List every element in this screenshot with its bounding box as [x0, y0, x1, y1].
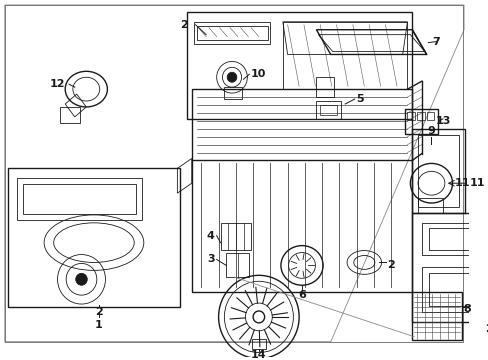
Text: 11: 11 — [453, 178, 469, 188]
Text: 13: 13 — [434, 116, 450, 126]
Text: 4: 4 — [206, 231, 214, 241]
Text: 5: 5 — [355, 94, 363, 104]
Ellipse shape — [76, 273, 87, 285]
Text: 10: 10 — [251, 69, 266, 79]
Text: 8: 8 — [462, 304, 470, 314]
Bar — [320, 105, 337, 115]
Text: 2: 2 — [484, 324, 488, 334]
Text: 2: 2 — [95, 307, 102, 317]
Text: 11: 11 — [469, 178, 484, 188]
Bar — [421, 223, 488, 255]
Bar — [416, 112, 424, 120]
Bar — [224, 87, 241, 99]
Bar — [61, 107, 80, 123]
Bar — [411, 213, 488, 322]
Bar — [411, 292, 461, 340]
Bar — [8, 168, 180, 307]
Bar — [427, 228, 488, 249]
Bar — [426, 112, 433, 120]
Bar — [404, 109, 437, 134]
Bar — [17, 178, 142, 220]
Text: 7: 7 — [431, 37, 439, 46]
Bar — [23, 184, 136, 214]
Bar — [252, 339, 265, 348]
Text: 2: 2 — [386, 260, 394, 270]
Bar — [407, 112, 414, 120]
Text: 12: 12 — [50, 79, 65, 89]
Text: 1: 1 — [95, 320, 102, 330]
Text: 6: 6 — [298, 290, 305, 300]
Text: 3: 3 — [207, 255, 214, 265]
Bar — [421, 267, 488, 312]
Ellipse shape — [227, 72, 236, 82]
Bar — [193, 22, 270, 44]
Bar — [427, 273, 488, 306]
Bar — [186, 12, 411, 119]
Text: 14: 14 — [250, 350, 266, 360]
Bar — [196, 26, 267, 40]
Text: 2: 2 — [180, 20, 187, 30]
Text: 9: 9 — [427, 126, 434, 136]
